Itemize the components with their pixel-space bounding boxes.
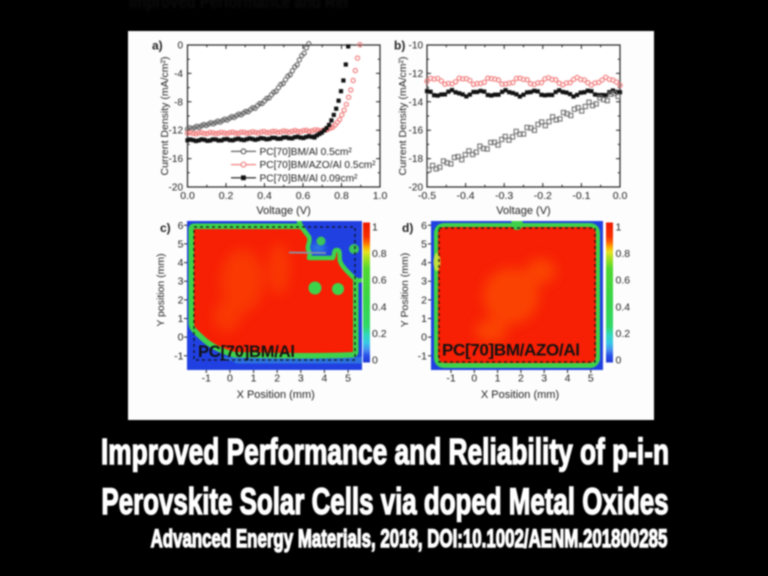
- svg-text:0.2: 0.2: [219, 190, 234, 202]
- svg-text:6: 6: [178, 220, 184, 232]
- svg-text:X Position (mm): X Position (mm): [237, 389, 315, 401]
- svg-text:5: 5: [178, 238, 184, 250]
- svg-text:X Position (mm): X Position (mm): [481, 389, 559, 401]
- svg-text:2: 2: [518, 373, 524, 385]
- svg-text:-0.1: -0.1: [572, 190, 590, 202]
- svg-text:3: 3: [298, 373, 304, 385]
- svg-text:0.8: 0.8: [372, 248, 387, 260]
- svg-text:-4: -4: [174, 69, 183, 80]
- svg-text:2: 2: [274, 373, 280, 385]
- svg-text:0: 0: [227, 373, 233, 385]
- svg-text:4: 4: [565, 373, 571, 385]
- svg-text:0.4: 0.4: [257, 190, 272, 202]
- svg-text:-18: -18: [409, 154, 424, 165]
- svg-text:3: 3: [178, 276, 184, 288]
- svg-text:-20: -20: [169, 183, 184, 194]
- svg-text:6: 6: [421, 220, 427, 232]
- svg-text:d): d): [402, 221, 413, 235]
- svg-text:1: 1: [178, 313, 184, 325]
- svg-text:4: 4: [178, 257, 184, 269]
- svg-text:0.2: 0.2: [372, 328, 387, 340]
- svg-text:0.0: 0.0: [180, 190, 195, 202]
- svg-text:1: 1: [495, 373, 501, 385]
- svg-text:3: 3: [421, 276, 427, 288]
- svg-text:PC[70]BM/Al: PC[70]BM/Al: [198, 343, 295, 361]
- svg-text:0: 0: [177, 41, 183, 52]
- svg-text:0.8: 0.8: [616, 248, 631, 260]
- svg-text:-1: -1: [446, 373, 455, 385]
- svg-text:PC[70]BM/Al 0.5cm²: PC[70]BM/Al 0.5cm²: [260, 147, 353, 158]
- svg-text:0: 0: [471, 373, 477, 385]
- svg-text:2: 2: [178, 294, 184, 306]
- svg-text:0.6: 0.6: [296, 190, 311, 202]
- svg-text:0: 0: [421, 332, 427, 344]
- svg-text:0.0: 0.0: [613, 190, 628, 202]
- svg-text:Y Position (mm): Y Position (mm): [399, 253, 411, 328]
- svg-text:3: 3: [541, 373, 547, 385]
- svg-text:-0.5: -0.5: [418, 190, 436, 202]
- svg-text:Current Density (mA/cm²): Current Density (mA/cm²): [397, 56, 409, 175]
- svg-text:0.2: 0.2: [616, 328, 631, 340]
- svg-text:2: 2: [421, 294, 427, 306]
- svg-text:-12: -12: [409, 69, 424, 80]
- svg-text:-1: -1: [202, 373, 211, 385]
- svg-text:a): a): [152, 39, 163, 53]
- svg-text:1.0: 1.0: [373, 190, 388, 202]
- svg-text:-16: -16: [169, 154, 184, 165]
- svg-text:5: 5: [588, 373, 594, 385]
- svg-text:1: 1: [616, 222, 622, 234]
- svg-text:PC[70]BM/AZO/Al: PC[70]BM/AZO/Al: [442, 341, 580, 360]
- svg-text:-1: -1: [418, 350, 427, 362]
- svg-text:4: 4: [421, 257, 427, 269]
- svg-text:0: 0: [372, 355, 378, 367]
- svg-text:-8: -8: [174, 97, 183, 108]
- svg-text:-1: -1: [174, 350, 183, 362]
- svg-text:1: 1: [251, 373, 257, 385]
- svg-text:0: 0: [178, 332, 184, 344]
- svg-text:b): b): [394, 39, 405, 53]
- svg-text:5: 5: [421, 238, 427, 250]
- svg-text:1: 1: [421, 313, 427, 325]
- svg-text:-12: -12: [169, 126, 184, 137]
- svg-text:0.4: 0.4: [616, 301, 631, 313]
- svg-text:PC[70]BM/AZO/Al 0.5cm²: PC[70]BM/AZO/Al 0.5cm²: [260, 160, 377, 171]
- svg-text:-14: -14: [409, 97, 424, 108]
- svg-text:PC[70]BM/Al 0.09cm²: PC[70]BM/Al 0.09cm²: [260, 173, 359, 184]
- svg-text:-0.3: -0.3: [495, 190, 513, 202]
- svg-text:4: 4: [321, 373, 327, 385]
- svg-text:-16: -16: [409, 126, 424, 137]
- svg-text:Current Density (mA/cm²): Current Density (mA/cm²): [159, 56, 171, 175]
- svg-text:Voltage (V): Voltage (V): [256, 205, 310, 217]
- svg-text:0.8: 0.8: [334, 190, 349, 202]
- svg-text:Y position (mm): Y position (mm): [155, 253, 167, 326]
- svg-text:0.6: 0.6: [372, 275, 387, 287]
- svg-text:0: 0: [616, 355, 622, 367]
- svg-text:-20: -20: [409, 183, 424, 194]
- svg-text:c): c): [160, 221, 171, 235]
- svg-text:-0.4: -0.4: [457, 190, 475, 202]
- svg-text:0.4: 0.4: [372, 301, 387, 313]
- svg-text:-0.2: -0.2: [534, 190, 552, 202]
- svg-text:1: 1: [372, 222, 378, 234]
- svg-text:-10: -10: [409, 41, 424, 52]
- svg-text:0.6: 0.6: [616, 275, 631, 287]
- svg-text:Voltage (V): Voltage (V): [496, 205, 550, 217]
- svg-text:5: 5: [345, 373, 351, 385]
